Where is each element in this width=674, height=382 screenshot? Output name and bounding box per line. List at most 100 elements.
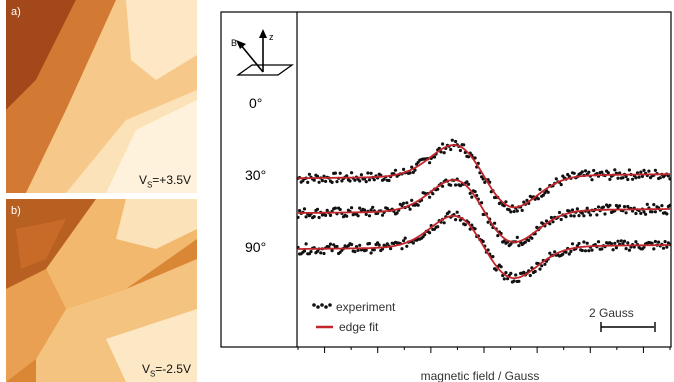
experiment-point (520, 208, 524, 212)
experiment-point (333, 206, 337, 210)
experiment-point (596, 240, 601, 244)
experiment-point (354, 245, 359, 249)
experiment-point (441, 184, 445, 188)
experiment-point (559, 217, 563, 222)
experiment-point (494, 268, 498, 272)
experiment-point (515, 235, 519, 239)
experiment-point (450, 138, 454, 142)
experiment-point (626, 177, 630, 182)
experiment-point (454, 139, 458, 144)
experiment-point (644, 212, 648, 216)
experiment-point (371, 205, 375, 209)
experiment-point (367, 178, 372, 182)
experiment-point (618, 204, 622, 208)
experiment-point (467, 182, 471, 186)
experiment-point (606, 171, 610, 175)
experiment-point (366, 171, 370, 175)
experiment-point (653, 239, 658, 244)
experiment-point (634, 240, 638, 244)
experiment-point (645, 202, 649, 206)
experiment-point (626, 204, 630, 209)
experiment-point (622, 239, 627, 243)
experiment-point (517, 244, 521, 248)
experiment-point (348, 179, 352, 183)
experiment-point (447, 210, 451, 214)
experiment-point (372, 248, 376, 252)
experiment-point (480, 175, 484, 179)
experiment-point (609, 242, 614, 246)
experiment-point (367, 214, 372, 218)
experiment-point (517, 279, 521, 283)
experiment-point (657, 240, 661, 244)
experiment-point (393, 168, 398, 172)
experiment-point (428, 231, 432, 235)
experiment-point (543, 191, 547, 195)
experiment-point (470, 195, 474, 199)
experiment-point (473, 156, 477, 160)
experiment-point (324, 179, 328, 183)
experiment-point (504, 200, 508, 204)
experiment-point (436, 225, 440, 229)
experiment-point (522, 270, 526, 274)
experiment-point (627, 168, 632, 172)
stm-image-a: a) VS=+3.5V (6, 0, 197, 193)
experiment-point (525, 198, 529, 202)
experiment-point (600, 170, 604, 174)
experiment-point (590, 248, 594, 252)
legend: experiment edge fit (312, 300, 396, 334)
experiment-point (631, 177, 635, 181)
experiment-point (572, 171, 576, 175)
experiment-point (588, 213, 593, 217)
experiment-point (580, 211, 584, 215)
experiment-point (583, 249, 588, 253)
experiment-point (364, 248, 368, 252)
experiment-point (312, 178, 316, 182)
experiment-point (499, 265, 503, 269)
series-2 (296, 210, 672, 284)
experiment-point (536, 197, 541, 201)
experiment-point (652, 247, 656, 251)
experiment-point (358, 243, 362, 247)
experiment-point (416, 203, 420, 207)
experiment-point (502, 239, 506, 243)
experiment-point (541, 193, 545, 197)
experiment-point (514, 273, 518, 277)
experiment-point (577, 214, 581, 218)
experiment-point (624, 211, 628, 215)
experiment-point (554, 177, 558, 181)
experiment-point (322, 174, 326, 178)
experiment-point (481, 239, 485, 244)
experiment-point (408, 207, 412, 211)
experiment-point (572, 214, 576, 218)
experiment-point (650, 210, 654, 214)
experiment-point (585, 241, 589, 245)
experiment-point (515, 209, 519, 213)
experiment-point (540, 264, 544, 268)
experiment-point (335, 180, 339, 184)
experiment-point (569, 249, 573, 253)
experiment-point (621, 242, 625, 246)
experiment-point (319, 251, 323, 255)
experiment-point (480, 201, 484, 205)
experiment-point (458, 148, 462, 153)
inset-geometry-sketch: B z (231, 29, 295, 76)
experiment-point (486, 220, 490, 224)
experiment-point (564, 250, 568, 254)
experiment-point (647, 169, 651, 173)
experiment-point (596, 205, 601, 209)
panel-a-tag: a) (11, 6, 21, 18)
experiment-point (535, 225, 539, 229)
sample-plane-icon (235, 64, 295, 76)
experiment-point (618, 171, 622, 175)
experiment-point (333, 171, 337, 175)
experiment-point (653, 168, 658, 172)
experiment-point (330, 249, 334, 253)
experiment-point (569, 214, 573, 218)
experiment-point (616, 239, 620, 243)
experiment-point (413, 168, 417, 172)
experiment-point (369, 251, 373, 255)
legend-experiment-dot (316, 305, 320, 309)
experiment-point (561, 252, 565, 256)
legend-experiment-dot (328, 303, 332, 307)
